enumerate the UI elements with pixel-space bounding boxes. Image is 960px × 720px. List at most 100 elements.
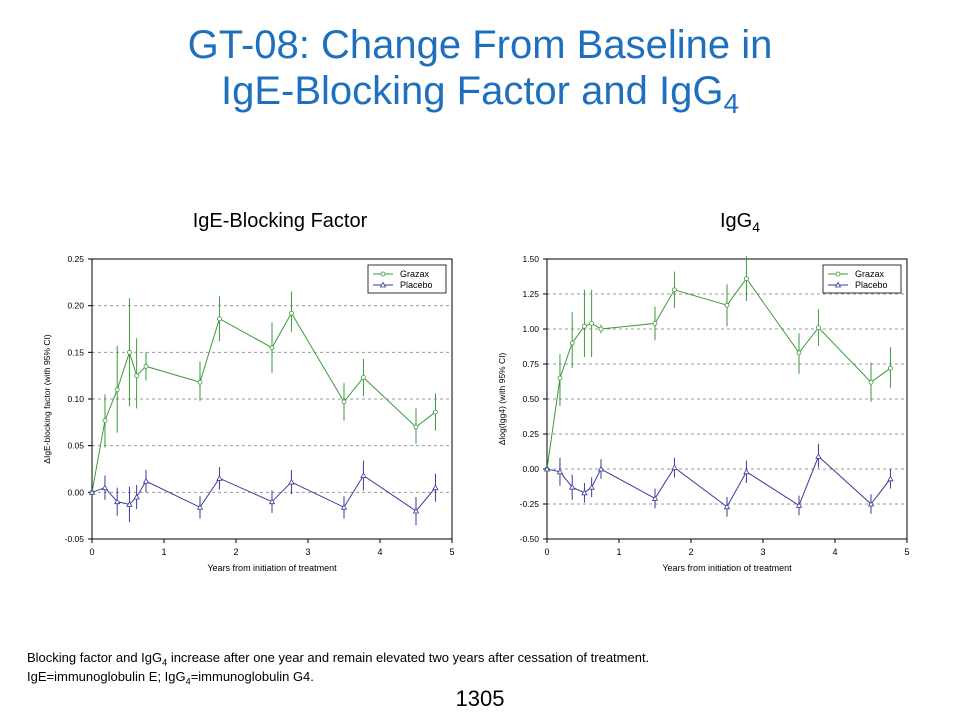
ige-blocking-factor-chart: -0.05 0.00 0.05 0.10 0.15 0.20 0.25 0 1 2 3 4 5 Years… (35, 240, 475, 585)
igg4-chart: -0.50 -0.25 0.00 0.25 0.50 0.75 1.00 1.25 1.50 0 1… (490, 240, 930, 585)
placebo-data-point (432, 484, 439, 491)
placebo-data-point (569, 483, 576, 490)
x-tick-label: 4 (832, 547, 837, 557)
legend-box (367, 264, 447, 294)
grazax-series-line (91, 312, 436, 493)
placebo-data-point (360, 472, 367, 478)
title-line-1: GT-08: Change From Baseline in (187, 23, 773, 67)
legend-marker (380, 271, 386, 277)
grazax-data-point (197, 379, 203, 385)
placebo-data-point (671, 464, 678, 471)
placebo-data-point (340, 503, 348, 510)
placebo-series-line (546, 455, 891, 508)
placebo-data-point (543, 465, 551, 472)
placebo-data-point (588, 483, 595, 490)
grazax-data-point (672, 287, 677, 293)
placebo-data-point (268, 498, 276, 505)
placebo-data-point (142, 477, 150, 484)
y-tick-label: 1.25 (522, 289, 539, 299)
x-tick-label: 0 (544, 547, 549, 557)
x-axis-label: Years from initiation of treatment (662, 563, 792, 573)
y-tick-label: 0.10 (67, 394, 84, 404)
y-tick-label: 0.15 (67, 347, 84, 357)
legend-marker (379, 281, 387, 288)
x-tick-label: 1 (616, 547, 621, 557)
grazax-data-point (598, 326, 604, 332)
placebo-series-line (91, 474, 436, 512)
x-tick-label: 3 (305, 547, 310, 557)
footnote-l2-a: IgE=immunoglobulin E; IgG (27, 669, 186, 684)
y-axis-label: Δlog(Igg4) (with 95% CI) (497, 353, 507, 446)
y-tick-label: -0.50 (520, 534, 540, 544)
footnote-l1-sub: 4 (162, 657, 168, 668)
grazax-data-point (361, 375, 366, 380)
grazax-data-point (816, 325, 821, 330)
x-tick-label: 0 (89, 547, 94, 557)
chart-svg-left: -0.05 0.00 0.05 0.10 0.15 0.20 0.25 0 1 2 3 4 5 Years… (42, 254, 455, 573)
grazax-data-point (744, 276, 749, 281)
footnote: Blocking factor and IgG4 increase after … (27, 648, 927, 686)
placebo-data-point (133, 493, 140, 500)
legend-label: Placebo (855, 280, 888, 290)
footnote-line-2: IgE=immunoglobulin E; IgG4=immunoglobuli… (27, 667, 927, 686)
placebo-data-point (887, 475, 894, 482)
x-tick-label: 1 (161, 547, 166, 557)
placebo-data-point (216, 475, 223, 481)
grazax-data-point (114, 387, 120, 393)
x-tick-label: 3 (760, 547, 765, 557)
y-tick-label: -0.25 (520, 499, 540, 509)
placebo-data-point (556, 468, 564, 475)
y-tick-label: 0.25 (67, 254, 84, 264)
x-tick-label: 5 (904, 547, 909, 557)
grazax-data-point (341, 399, 347, 405)
placebo-data-point (597, 465, 605, 472)
x-tick-label: 2 (233, 547, 238, 557)
placebo-data-point (581, 489, 588, 496)
x-tick-label: 5 (449, 547, 454, 557)
placebo-data-point (651, 495, 659, 501)
y-tick-label: 0.50 (522, 394, 539, 404)
grazax-data-point (127, 349, 132, 355)
y-tick-label: 0.00 (67, 487, 84, 497)
y-tick-label: 0.00 (522, 464, 539, 474)
legend-label: Placebo (400, 280, 433, 290)
grazax-data-point (289, 310, 294, 316)
grazax-data-point (589, 321, 595, 326)
plot-frame (546, 258, 908, 540)
grazax-data-point (413, 424, 419, 430)
placebo-data-point (288, 478, 295, 485)
placebo-data-point (815, 453, 822, 459)
left-panel-heading: IgE-Blocking Factor (160, 210, 400, 233)
grazax-data-point (724, 302, 730, 308)
right-heading-subscript: 4 (752, 219, 761, 235)
grazax-data-point (433, 409, 438, 415)
grazax-data-point (796, 350, 802, 356)
slide-title: GT-08: Change From Baseline in IgE-Block… (0, 22, 960, 118)
y-tick-label: 0.25 (522, 429, 539, 439)
grazax-data-point (143, 363, 149, 369)
grazax-data-point (557, 375, 563, 381)
y-tick-label: -0.05 (65, 534, 85, 544)
placebo-data-point (196, 503, 204, 510)
placebo-data-point (723, 503, 731, 510)
grazax-data-point (269, 345, 275, 351)
grazax-data-point (134, 373, 140, 379)
legend-marker (834, 281, 842, 288)
x-tick-label: 4 (377, 547, 382, 557)
legend-label: Grazax (400, 269, 430, 279)
y-tick-label: 0.05 (67, 441, 84, 451)
placebo-data-point (867, 500, 875, 507)
grazax-data-point (868, 379, 874, 385)
grazax-data-point (582, 323, 587, 329)
grazax-data-point (569, 340, 575, 346)
plot-frame (91, 258, 453, 540)
y-axis-label: ΔIgE-blocking factor (with 95% CI) (42, 334, 52, 464)
right-heading-text: IgG (719, 210, 753, 232)
title-line-2: IgE-Blocking Factor and IgG (220, 69, 724, 113)
footnote-l1-b: increase after one year and remain eleva… (167, 650, 650, 665)
grazax-data-point (652, 321, 658, 326)
y-tick-label: 1.00 (522, 324, 539, 334)
footnote-line-1: Blocking factor and IgG4 increase after … (27, 648, 927, 667)
chart-svg-right: -0.50 -0.25 0.00 0.25 0.50 0.75 1.00 1.25 1.50 0 1… (497, 254, 910, 573)
legend-box (822, 264, 902, 294)
